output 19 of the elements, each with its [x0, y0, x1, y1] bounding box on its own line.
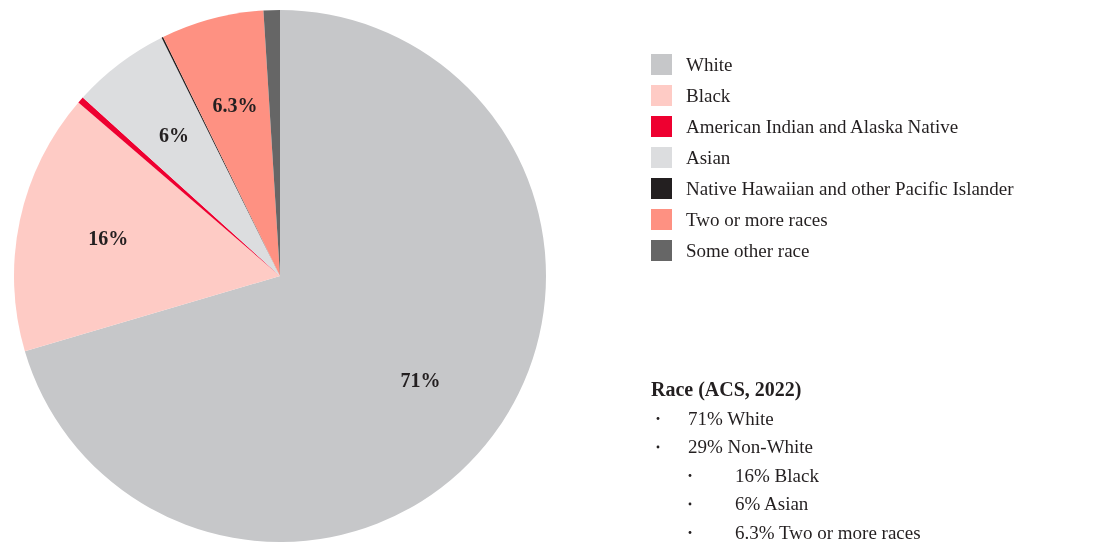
- legend-label: Black: [686, 84, 731, 106]
- data-label: 6.3%: [212, 94, 258, 117]
- text: 6% Asian: [735, 493, 809, 514]
- data-label: 6%: [159, 124, 189, 147]
- legend-label: Two or more races: [686, 208, 828, 230]
- text: 29% Non-White: [688, 436, 814, 457]
- text: 6.3% Two or more races: [735, 521, 921, 543]
- pie-slice: [82, 37, 280, 276]
- legend-label: Some other race: [686, 239, 810, 261]
- legend-label: Native Hawaiian and other Pacific Islander: [686, 177, 1015, 199]
- text: 71% White: [688, 407, 774, 429]
- data-label: 16%: [88, 227, 129, 250]
- legend-label: White: [686, 53, 733, 75]
- data-label: 71%: [400, 369, 441, 392]
- text: Race (ACS, 2022): [651, 378, 802, 401]
- pie-slice: [24, 10, 546, 542]
- text: 16% Black: [735, 464, 820, 486]
- legend-label: Asian: [686, 146, 731, 168]
- legend-label: American Indian and Alaska Native: [686, 115, 959, 137]
